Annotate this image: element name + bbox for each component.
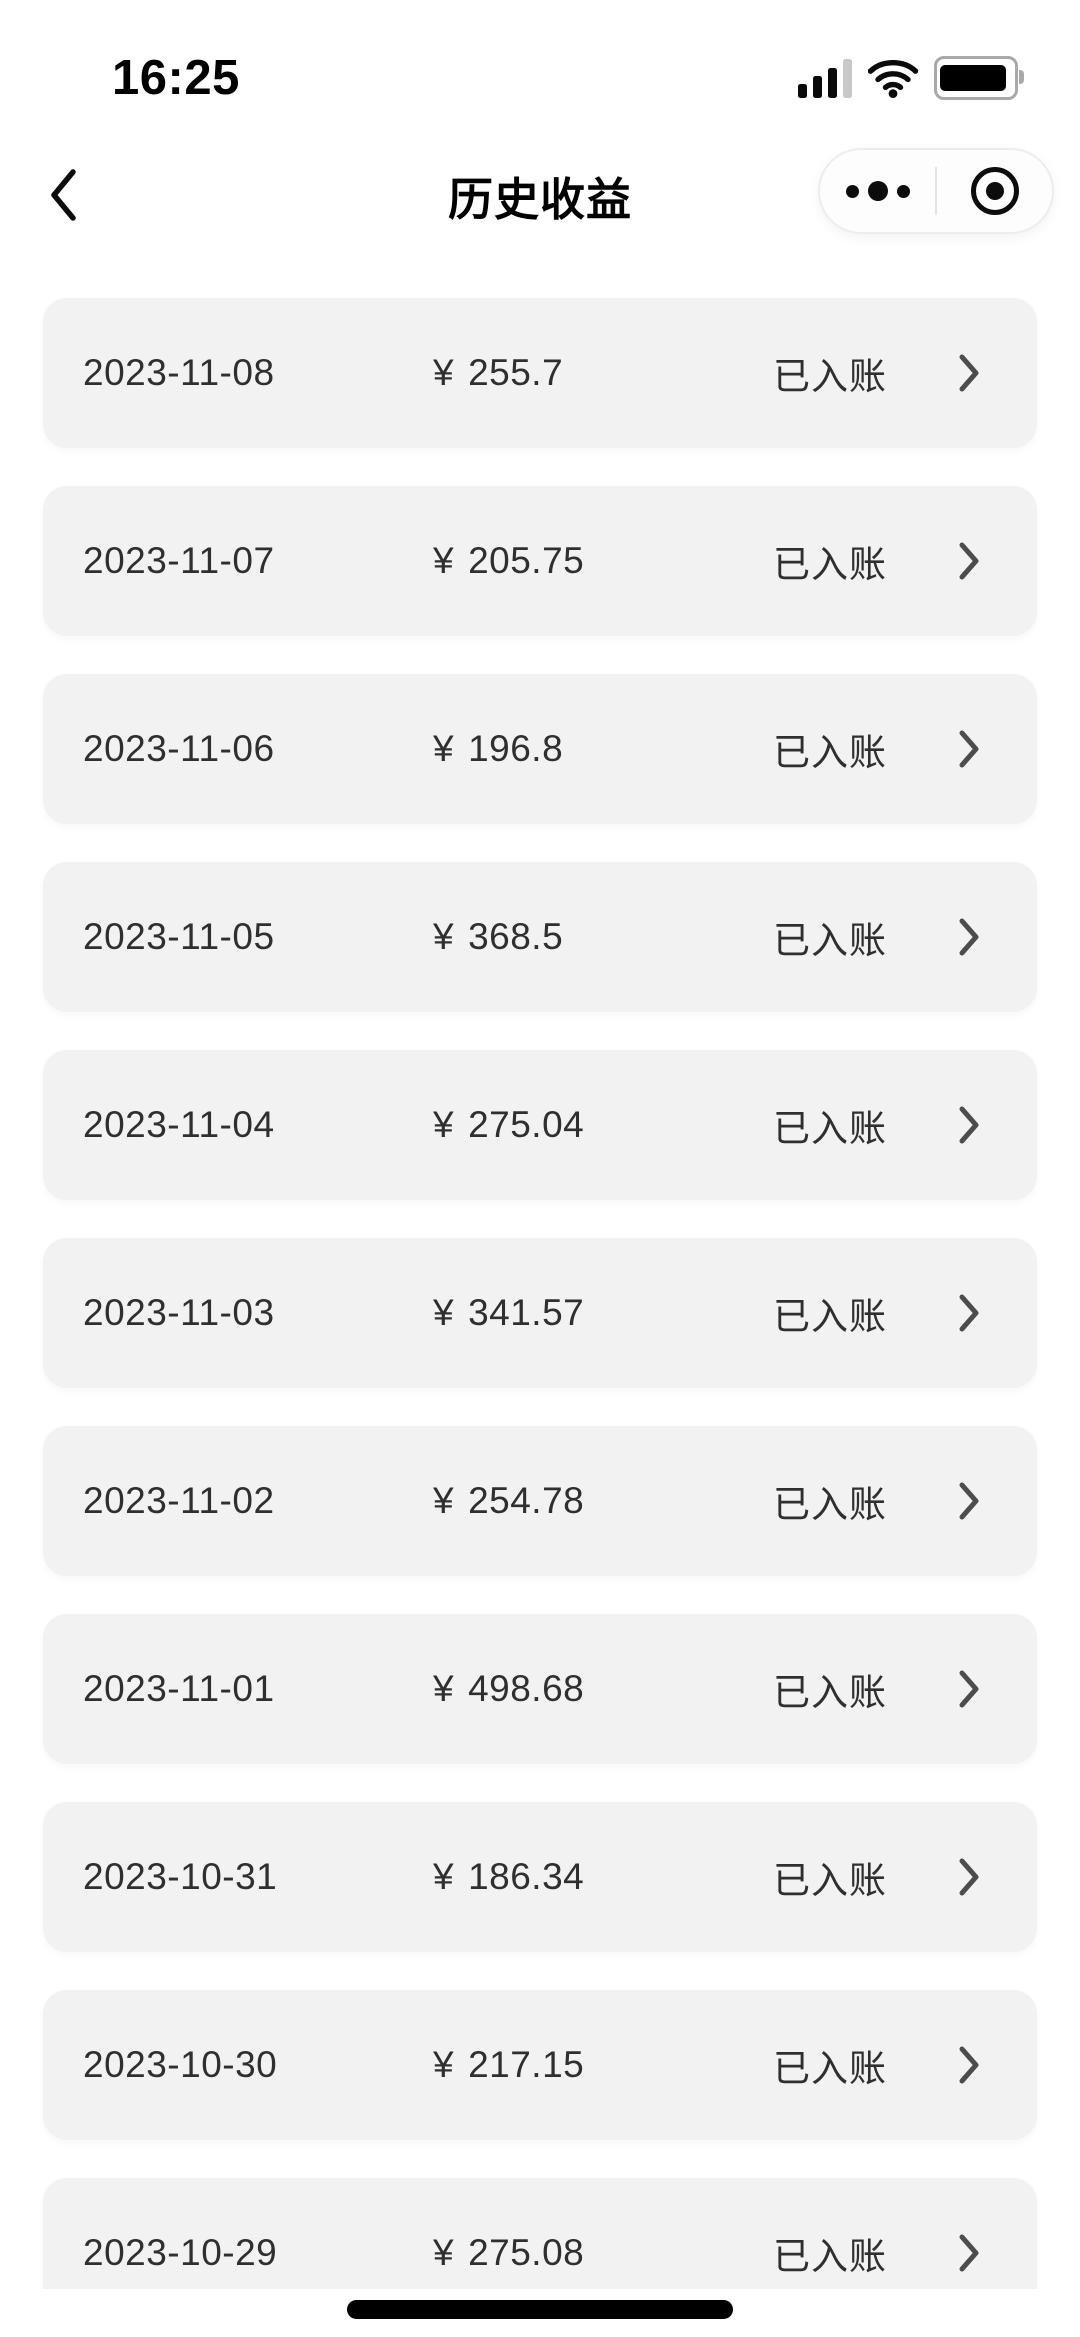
earnings-row[interactable]: 2023-11-04 ¥275.04 已入账	[43, 1050, 1037, 1200]
record-amount: ¥196.8	[433, 728, 773, 770]
amount-value: 217.15	[468, 2044, 585, 2085]
capsule-target-icon	[970, 167, 1019, 215]
amount-value: 341.57	[468, 1292, 585, 1333]
battery-icon	[934, 56, 1024, 100]
record-status-badge: 已入账	[773, 1296, 887, 1337]
record-date: 2023-11-04	[83, 1104, 275, 1145]
record-amount: ¥341.57	[433, 1292, 773, 1334]
earnings-row[interactable]: 2023-10-30 ¥217.15 已入账	[43, 1990, 1037, 2140]
amount-value: 498.68	[468, 1668, 585, 1709]
chevron-right-icon	[959, 542, 979, 580]
chevron-right-icon	[959, 1482, 979, 1520]
record-amount: ¥254.78	[433, 1480, 773, 1522]
page-title: 历史收益	[447, 173, 632, 225]
record-status-badge: 已入账	[773, 2048, 887, 2089]
currency-symbol: ¥	[433, 1104, 455, 1145]
nav-bar: 历史收益	[0, 130, 1080, 260]
currency-symbol: ¥	[433, 540, 455, 581]
record-amount: ¥275.08	[433, 2232, 773, 2274]
chevron-left-icon	[51, 169, 76, 221]
record-status-badge: 已入账	[773, 920, 887, 961]
record-amount: ¥255.7	[433, 352, 773, 394]
earnings-row[interactable]: 2023-11-01 ¥498.68 已入账	[43, 1614, 1037, 1764]
record-amount: ¥205.75	[433, 540, 773, 582]
record-status-badge: 已入账	[773, 1672, 887, 1713]
status-icons	[798, 56, 1024, 100]
earnings-row[interactable]: 2023-10-31 ¥186.34 已入账	[43, 1802, 1037, 1952]
wifi-icon	[868, 59, 918, 98]
more-menu-button[interactable]	[820, 150, 935, 232]
chevron-right-icon	[959, 1670, 979, 1708]
earnings-row[interactable]: 2023-11-08 ¥255.7 已入账	[43, 298, 1037, 448]
record-date: 2023-10-29	[83, 2232, 278, 2273]
record-status-badge: 已入账	[773, 1484, 887, 1525]
record-date: 2023-11-01	[83, 1668, 275, 1709]
record-amount: ¥275.04	[433, 1104, 773, 1146]
cellular-signal-icon	[798, 58, 852, 98]
currency-symbol: ¥	[433, 2232, 455, 2273]
record-date: 2023-11-02	[83, 1480, 275, 1521]
amount-value: 275.04	[468, 1104, 585, 1145]
record-date: 2023-11-08	[83, 352, 275, 393]
status-bar: 16:25	[0, 0, 1080, 130]
chevron-right-icon	[959, 1294, 979, 1332]
record-date: 2023-11-05	[83, 916, 275, 957]
currency-symbol: ¥	[433, 916, 455, 957]
chevron-right-icon	[959, 1858, 979, 1896]
exit-miniprogram-button[interactable]	[937, 150, 1052, 232]
back-button[interactable]	[30, 162, 96, 228]
amount-value: 186.34	[468, 1856, 585, 1897]
earnings-row[interactable]: 2023-11-02 ¥254.78 已入账	[43, 1426, 1037, 1576]
currency-symbol: ¥	[433, 1480, 455, 1521]
record-date: 2023-11-06	[83, 728, 275, 769]
currency-symbol: ¥	[433, 2044, 455, 2085]
record-date: 2023-10-30	[83, 2044, 278, 2085]
currency-symbol: ¥	[433, 352, 455, 393]
record-amount: ¥368.5	[433, 916, 773, 958]
chevron-right-icon	[959, 730, 979, 768]
record-date: 2023-11-03	[83, 1292, 275, 1333]
earnings-row[interactable]: 2023-11-07 ¥205.75 已入账	[43, 486, 1037, 636]
record-amount: ¥498.68	[433, 1668, 773, 1710]
miniprogram-capsule	[818, 148, 1054, 234]
currency-symbol: ¥	[433, 1856, 455, 1897]
chevron-right-icon	[959, 1106, 979, 1144]
more-dots-icon	[845, 181, 910, 201]
currency-symbol: ¥	[433, 1292, 455, 1333]
capsule-divider	[935, 167, 937, 215]
amount-value: 368.5	[468, 916, 564, 957]
earnings-row[interactable]: 2023-11-03 ¥341.57 已入账	[43, 1238, 1037, 1388]
amount-value: 205.75	[468, 540, 585, 581]
record-status-badge: 已入账	[773, 1108, 887, 1149]
chevron-right-icon	[959, 918, 979, 956]
earnings-list: 2023-11-08 ¥255.7 已入账 2023-11-07 ¥205.75 已入账 2…	[43, 298, 1037, 2337]
record-amount: ¥186.34	[433, 1856, 773, 1898]
status-time: 16:25	[112, 51, 240, 105]
record-status-badge: 已入账	[773, 1860, 887, 1901]
record-date: 2023-11-07	[83, 540, 275, 581]
record-status-badge: 已入账	[773, 356, 887, 397]
amount-value: 255.7	[468, 352, 564, 393]
record-date: 2023-10-31	[83, 1856, 278, 1897]
record-status-badge: 已入账	[773, 2236, 887, 2277]
chevron-right-icon	[959, 2234, 979, 2272]
earnings-row[interactable]: 2023-11-06 ¥196.8 已入账	[43, 674, 1037, 824]
chevron-right-icon	[959, 354, 979, 392]
record-status-badge: 已入账	[773, 732, 887, 773]
amount-value: 275.08	[468, 2232, 585, 2273]
amount-value: 196.8	[468, 728, 564, 769]
amount-value: 254.78	[468, 1480, 585, 1521]
earnings-row[interactable]: 2023-11-05 ¥368.5 已入账	[43, 862, 1037, 1012]
chevron-right-icon	[959, 2046, 979, 2084]
record-amount: ¥217.15	[433, 2044, 773, 2086]
currency-symbol: ¥	[433, 1668, 455, 1709]
record-status-badge: 已入账	[773, 544, 887, 585]
currency-symbol: ¥	[433, 728, 455, 769]
home-indicator[interactable]	[347, 2300, 733, 2319]
